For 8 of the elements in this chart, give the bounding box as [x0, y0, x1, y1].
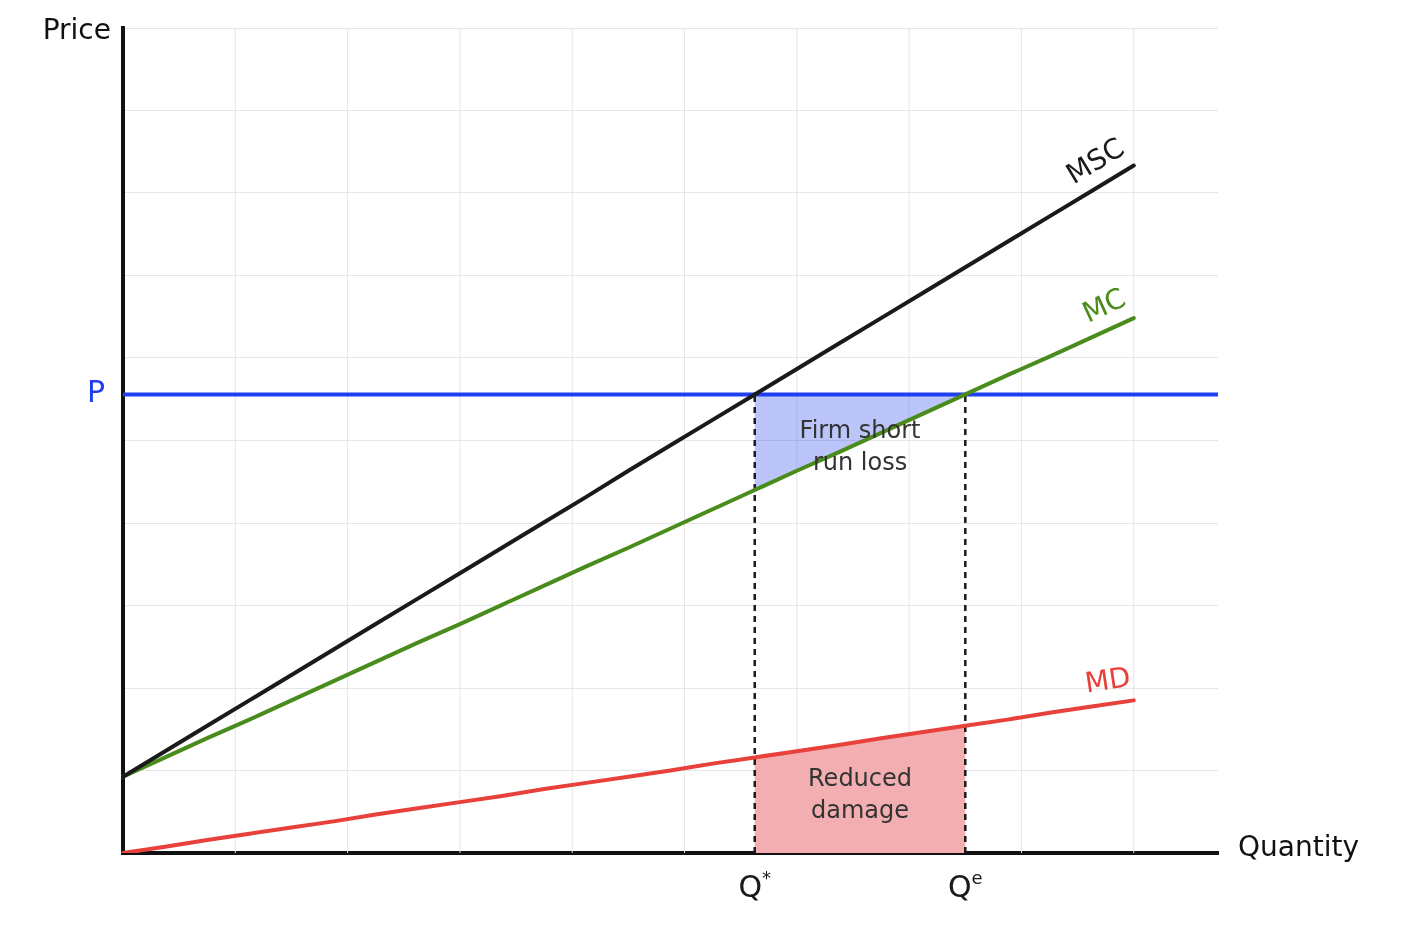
text: MC — [1077, 281, 1131, 330]
x-axis-title: Quantity — [1238, 830, 1359, 864]
text: MSC — [1060, 130, 1130, 191]
x-tick-label: Q* — [738, 866, 772, 904]
text: MD — [1082, 660, 1133, 700]
annotation: Reduced damage — [808, 763, 913, 824]
ref-line-label: P — [86, 374, 105, 410]
y-axis-title: Price — [42, 13, 111, 47]
